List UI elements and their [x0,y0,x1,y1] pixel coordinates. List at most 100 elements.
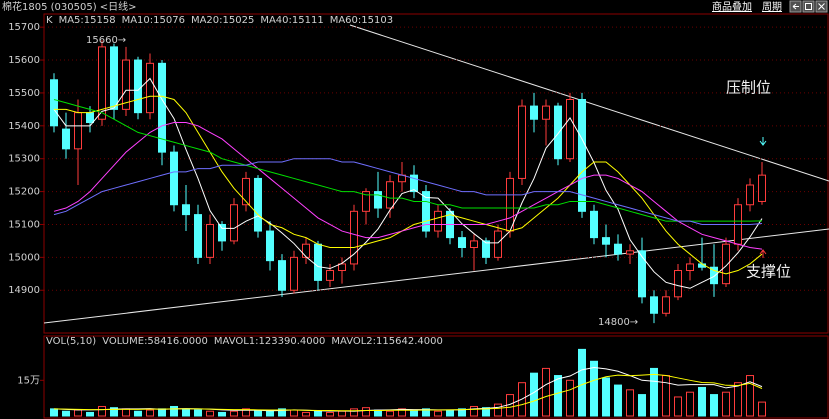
price-frame [43,13,829,334]
candle-body [350,210,358,265]
candle-body [506,177,514,232]
volume-bar [578,348,586,417]
y-tick-label: 15600 [8,55,40,66]
candle-body [602,237,610,245]
volume-bar [326,411,334,417]
volume-bar [146,409,154,417]
candle-body [554,105,562,160]
candle-body [110,46,118,110]
y-tick-label: 15500 [8,88,40,99]
volume-bar [206,410,214,417]
menu-item[interactable]: 周期 [762,1,782,13]
volume-bar [590,360,598,417]
up-arrow [759,249,767,258]
candle-body [386,181,394,209]
candle-body [758,174,766,202]
volume-bar [86,411,94,417]
legend-entry: K [46,15,53,26]
title-bar [0,0,829,14]
volume-bar [254,409,262,417]
ma-line [54,95,763,275]
volume-bar [446,409,454,417]
y-tick-label: 15000 [8,252,40,263]
volume-bar [434,410,442,417]
y-tick-label: 15300 [8,154,40,165]
menu-item[interactable]: 商品叠加 [712,0,752,13]
down-arrow [759,137,767,146]
resistance-line [349,24,829,182]
candle-body [314,243,322,281]
candle-body [86,112,94,124]
window-buttons [789,0,828,13]
candle-body [290,256,298,291]
volume-bar [746,375,754,417]
candle-body [278,260,286,291]
volume-bar [494,403,502,417]
volume-bar [338,410,346,417]
y-tick-label: 15700 [8,22,40,33]
volume-bar [650,367,658,417]
candle-body [482,240,490,258]
volume-bar [422,408,430,417]
maximize-icon [805,3,812,10]
support-line [43,228,829,324]
volume-frame [43,335,829,419]
candle-body [302,243,310,258]
volume-bar [458,408,466,417]
legend-entry: MA40:15111 [260,15,323,26]
candle-body [98,46,106,120]
volume-bar [278,408,286,417]
candle-body [614,243,622,255]
volume-bar [662,375,670,417]
candle-body [362,191,370,212]
volume-bar [362,407,370,417]
annotation: 14800→ [598,317,638,328]
candle-body [590,210,598,239]
candle-body [662,296,670,314]
candle-body [146,62,154,114]
volume-bar [530,372,538,417]
candle-body [194,214,202,258]
volume-bar [110,407,118,417]
candle-body [542,105,550,120]
legend-entry: VOL(5,10) [46,336,96,347]
volume-bar [74,409,82,417]
volume-bar [218,411,226,417]
volume-bar [614,384,622,417]
annotation: 支撑位 [746,263,791,281]
volume-bar [758,401,766,417]
candle-body [746,184,754,206]
volume-bar [350,408,358,417]
window-title: 棉花1805 (030505) <日线> [2,0,137,13]
legend-entry: MA5:15158 [59,15,116,26]
volume-bar [134,410,142,417]
candle-body [626,250,634,255]
maximize-button[interactable] [802,0,815,13]
y-tick-label: 15100 [8,219,40,230]
volume-bar [602,377,610,417]
candle-body [230,204,238,242]
volume-bar [62,410,70,417]
volume-bar [182,408,190,417]
candle-body [206,223,214,258]
candle-body [74,112,82,150]
volume-bar [554,375,562,417]
candle-body [134,59,142,114]
volume-bar [158,408,166,417]
annotation: 压制位 [726,79,771,97]
volume-bar [194,409,202,417]
ma-line [53,99,763,222]
candle-body [326,270,334,281]
volume-bar [542,367,550,417]
volume-bar [734,382,742,417]
candle-body [674,270,682,298]
ma-line [53,77,763,289]
volume-bar [386,410,394,417]
legend-entry: MA60:15103 [330,15,393,26]
volume-bar [482,407,490,417]
candle-body [122,59,130,110]
back-icon [792,3,799,10]
candle-body [374,191,382,209]
